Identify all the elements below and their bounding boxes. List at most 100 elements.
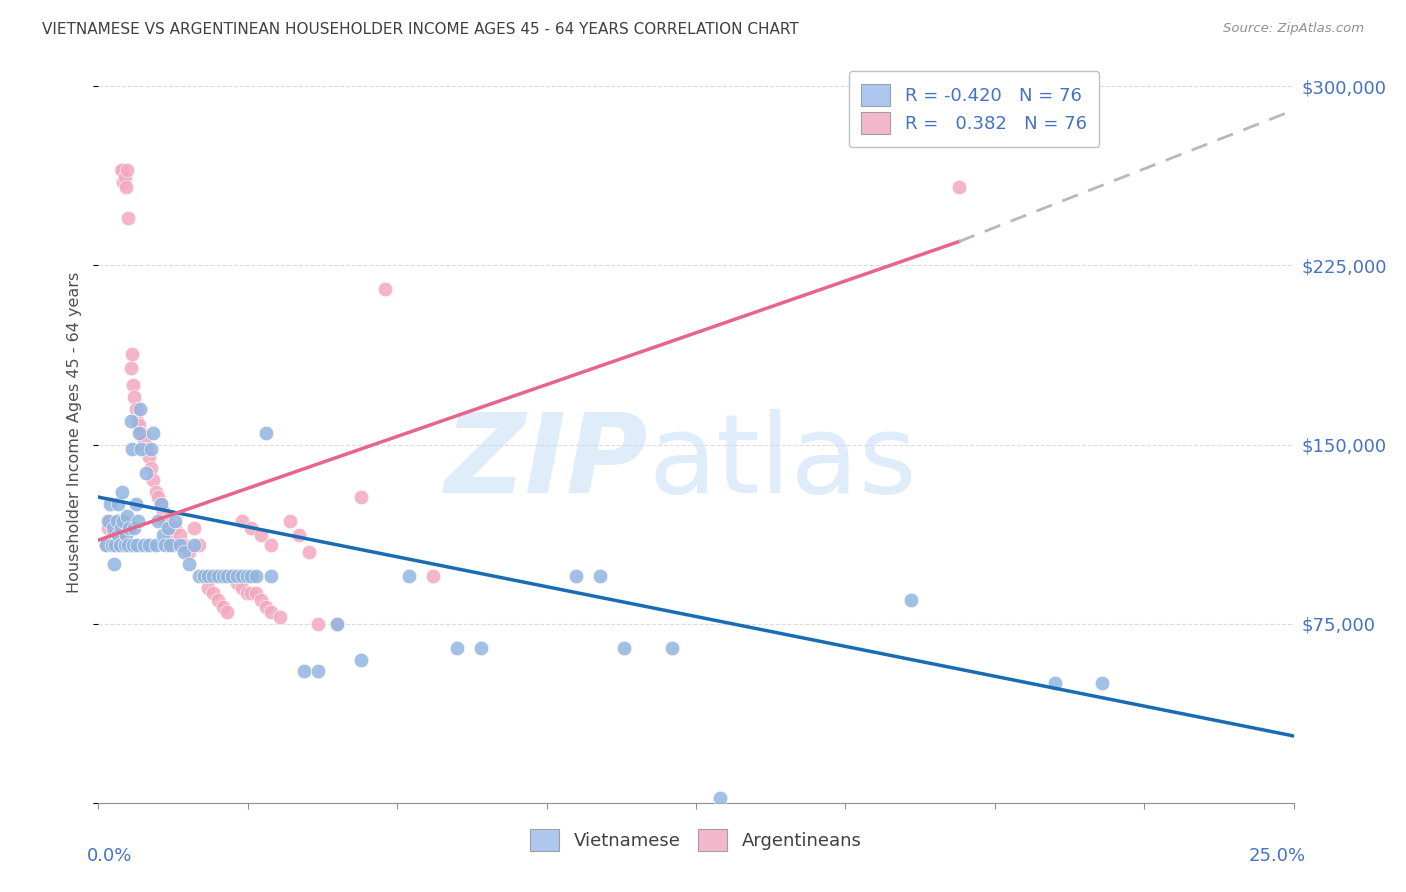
Point	[163, 514, 186, 528]
Point	[254, 599, 277, 614]
Point	[148, 490, 170, 504]
Point	[398, 569, 420, 583]
Point	[226, 569, 249, 583]
Point	[162, 538, 184, 552]
Point	[254, 425, 277, 440]
Point	[446, 640, 468, 655]
Point	[101, 538, 124, 552]
Point	[117, 211, 139, 225]
Point	[259, 538, 281, 552]
Point	[125, 497, 148, 511]
Point	[207, 569, 229, 583]
Point	[709, 791, 731, 805]
Point	[128, 418, 150, 433]
Point	[107, 528, 129, 542]
Point	[259, 605, 281, 619]
Point	[159, 538, 181, 552]
Point	[183, 538, 205, 552]
Point	[111, 162, 134, 177]
Point	[278, 514, 301, 528]
Point	[103, 557, 125, 571]
Point	[197, 581, 219, 595]
Point	[217, 569, 239, 583]
Point	[250, 592, 273, 607]
Point	[900, 592, 922, 607]
Point	[240, 521, 263, 535]
Point	[661, 640, 683, 655]
Point	[131, 425, 153, 440]
Point	[374, 282, 396, 296]
Point	[187, 569, 209, 583]
Point	[121, 377, 143, 392]
Point	[231, 569, 253, 583]
Point	[350, 490, 373, 504]
Point	[221, 569, 243, 583]
Point	[221, 569, 243, 583]
Point	[159, 528, 181, 542]
Point	[97, 514, 120, 528]
Point	[104, 538, 127, 552]
Point	[245, 585, 267, 599]
Text: VIETNAMESE VS ARGENTINEAN HOUSEHOLDER INCOME AGES 45 - 64 YEARS CORRELATION CHAR: VIETNAMESE VS ARGENTINEAN HOUSEHOLDER IN…	[42, 22, 799, 37]
Point	[1091, 676, 1114, 690]
Point	[101, 538, 124, 552]
Point	[179, 557, 201, 571]
Point	[115, 528, 138, 542]
Point	[155, 538, 177, 552]
Y-axis label: Householder Income Ages 45 - 64 years: Householder Income Ages 45 - 64 years	[67, 272, 83, 593]
Point	[152, 528, 174, 542]
Point	[235, 569, 257, 583]
Text: Source: ZipAtlas.com: Source: ZipAtlas.com	[1223, 22, 1364, 36]
Point	[104, 521, 127, 535]
Point	[121, 347, 143, 361]
Point	[142, 474, 165, 488]
Point	[148, 514, 170, 528]
Point	[110, 521, 132, 535]
Point	[152, 504, 174, 518]
Point	[156, 521, 179, 535]
Point	[350, 652, 373, 666]
Point	[326, 616, 349, 631]
Point	[135, 442, 157, 457]
Point	[142, 425, 165, 440]
Point	[121, 538, 143, 552]
Point	[326, 616, 349, 631]
Point	[1043, 676, 1066, 690]
Point	[101, 528, 124, 542]
Point	[193, 569, 215, 583]
Point	[163, 521, 186, 535]
Point	[235, 585, 257, 599]
Point	[169, 538, 191, 552]
Text: atlas: atlas	[648, 409, 917, 516]
Point	[110, 162, 132, 177]
Point	[565, 569, 588, 583]
Point	[589, 569, 612, 583]
Point	[269, 609, 291, 624]
Point	[124, 390, 146, 404]
Point	[307, 665, 329, 679]
Point	[240, 585, 263, 599]
Point	[226, 576, 249, 591]
Point	[948, 179, 970, 194]
Point	[115, 509, 138, 524]
Text: 25.0%: 25.0%	[1249, 847, 1306, 865]
Point	[149, 497, 172, 511]
Point	[173, 545, 195, 559]
Point	[298, 545, 321, 559]
Point	[231, 514, 253, 528]
Point	[98, 514, 122, 528]
Point	[128, 425, 150, 440]
Point	[132, 538, 155, 552]
Point	[156, 521, 179, 535]
Text: 0.0%: 0.0%	[87, 847, 132, 865]
Point	[307, 616, 329, 631]
Point	[211, 569, 233, 583]
Point	[288, 528, 311, 542]
Point	[121, 442, 143, 457]
Point	[98, 497, 122, 511]
Point	[111, 485, 134, 500]
Point	[107, 514, 129, 528]
Point	[613, 640, 636, 655]
Point	[117, 538, 139, 552]
Point	[115, 179, 138, 194]
